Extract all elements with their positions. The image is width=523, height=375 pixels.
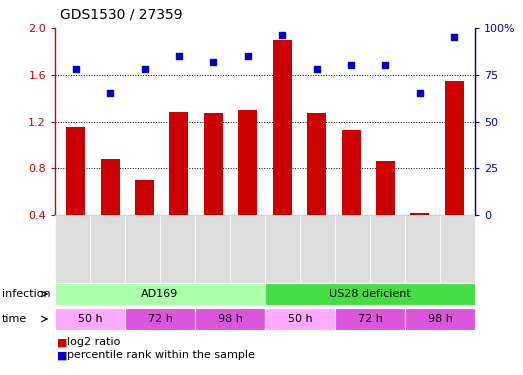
Text: 72 h: 72 h (358, 314, 382, 324)
Bar (300, 215, 335, 283)
Text: percentile rank within the sample: percentile rank within the sample (67, 350, 255, 360)
Point (381, 62, 390, 68)
Bar (125, 308, 195, 330)
Point (72, 66, 80, 72)
Bar (195, 308, 265, 330)
Bar (55, 215, 90, 283)
Text: log2 ratio: log2 ratio (67, 337, 120, 347)
Point (209, 58, 218, 64)
Bar (100, 159, 120, 215)
Bar (125, 215, 160, 283)
Point (347, 62, 355, 68)
Bar (445, 81, 464, 215)
Point (416, 90, 424, 96)
Bar (335, 308, 405, 330)
Bar (238, 110, 257, 215)
Point (278, 33, 287, 39)
Bar (204, 113, 223, 215)
Text: 98 h: 98 h (428, 314, 452, 324)
Point (175, 53, 183, 59)
Text: US28 deficient: US28 deficient (329, 289, 411, 299)
Text: infection: infection (2, 289, 51, 299)
Text: 98 h: 98 h (218, 314, 243, 324)
Point (312, 66, 321, 72)
Bar (55, 308, 125, 330)
Bar (405, 308, 475, 330)
Text: 50 h: 50 h (288, 314, 312, 324)
Text: GDS1530 / 27359: GDS1530 / 27359 (60, 7, 183, 21)
Bar (90, 215, 125, 283)
Bar (265, 215, 300, 283)
Point (106, 90, 114, 96)
Bar (440, 215, 475, 283)
Point (140, 66, 149, 72)
Point (244, 53, 252, 59)
Text: 50 h: 50 h (78, 314, 103, 324)
Text: ■: ■ (57, 350, 67, 360)
Bar (265, 283, 475, 305)
Bar (160, 215, 195, 283)
Bar (230, 215, 265, 283)
Bar (265, 308, 335, 330)
Point (450, 34, 459, 40)
Bar (135, 180, 154, 215)
Bar (66, 128, 85, 215)
Bar (411, 213, 429, 215)
Bar (376, 161, 395, 215)
Bar (273, 40, 292, 215)
Bar (169, 112, 188, 215)
Text: AD169: AD169 (141, 289, 179, 299)
Bar (405, 215, 440, 283)
Bar (335, 215, 370, 283)
Bar (55, 283, 265, 305)
Text: time: time (2, 314, 27, 324)
Bar (342, 130, 360, 215)
Bar (307, 113, 326, 215)
Text: ■: ■ (57, 337, 67, 347)
Bar (370, 215, 405, 283)
Text: 72 h: 72 h (147, 314, 173, 324)
Bar (195, 215, 230, 283)
